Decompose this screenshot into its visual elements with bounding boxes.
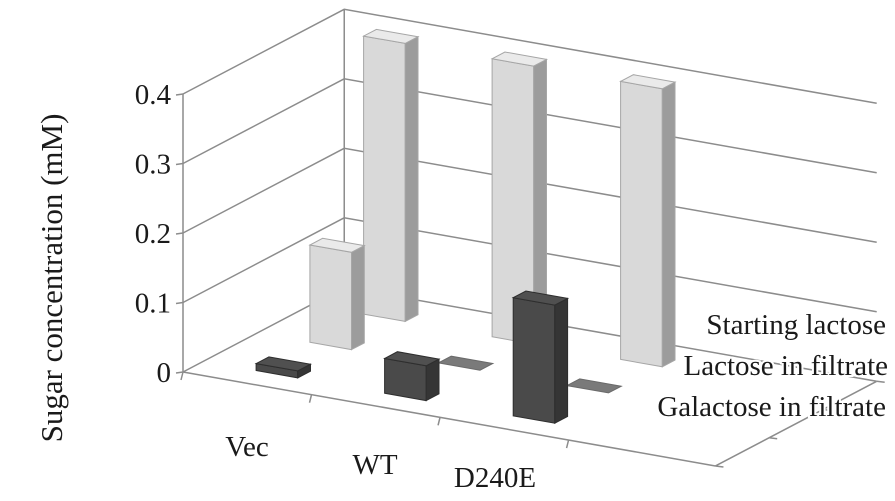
- y-tick-mark: [175, 162, 184, 166]
- bar-side-face: [661, 81, 676, 368]
- y-tick-mark: [175, 301, 184, 305]
- bar-top-face: [436, 355, 495, 371]
- bar-lactose-in-filtrate-vec: [308, 237, 366, 351]
- category-label-d240e: D240E: [454, 462, 536, 494]
- y-tick-mark: [175, 232, 184, 235]
- depth-tick-mark: [769, 436, 778, 440]
- bar-top-face: [490, 51, 549, 67]
- bar-lactose-in-filtrate-d240e: [565, 378, 623, 394]
- x-axis-line: [182, 371, 716, 467]
- bar-front-face: [363, 35, 406, 322]
- bar-top-face: [383, 351, 441, 367]
- depth-tick-mark: [822, 408, 832, 412]
- y-tick-label: 0.2: [135, 218, 171, 250]
- y-tick-mark: [175, 93, 184, 96]
- x-tick-mark: [308, 394, 313, 403]
- y-axis-title: Sugar concentration (mM): [34, 114, 69, 443]
- bar-top-face: [619, 74, 677, 90]
- bar-front-face: [309, 244, 352, 351]
- bar-galactose-in-filtrate-wt: [383, 351, 441, 402]
- y-tick-label: 0: [157, 357, 172, 389]
- gridline: [182, 8, 877, 105]
- grid-layer: [175, 8, 885, 468]
- bar-side-face: [554, 297, 569, 425]
- bars-layer: [254, 28, 677, 425]
- bar-starting-lactose-wt: [490, 51, 549, 345]
- bar-top-face: [565, 378, 623, 394]
- bar-top-face: [254, 356, 313, 372]
- category-label-vec: Vec: [225, 431, 268, 463]
- x-tick-mark: [180, 371, 184, 381]
- depth-tick-mark: [715, 465, 724, 468]
- series-label-lactose-in-filtrate: Lactose in filtrate: [683, 350, 888, 382]
- series-label-starting-lactose: Starting lactose: [706, 309, 886, 341]
- y-tick-mark: [175, 371, 184, 374]
- x-tick-mark: [565, 439, 570, 449]
- y-tick-label: 0.1: [135, 288, 171, 320]
- labels-layer: Sugar concentration (mM) 0 0.1 0.2 0.3 0.4 Ve…: [34, 79, 890, 494]
- bar-galactose-in-filtrate-d240e: [511, 290, 570, 425]
- category-label-wt: WT: [352, 449, 397, 481]
- depth-tick-mark: [876, 380, 885, 384]
- x-tick-mark: [437, 417, 441, 426]
- depth-axis-line: [715, 380, 878, 467]
- bar-starting-lactose-vec: [362, 28, 420, 323]
- bar-top-face: [308, 237, 366, 253]
- bar-lactose-in-filtrate-wt: [436, 355, 495, 371]
- bar-front-face: [620, 80, 663, 368]
- y-tick-label: 0.3: [135, 149, 171, 181]
- bar-top-face: [511, 290, 570, 306]
- series-label-galactose-in-filtrate: Galactose in filtrate: [657, 391, 886, 423]
- bar-side-face: [351, 244, 365, 351]
- bar-galactose-in-filtrate-vec: [254, 356, 313, 379]
- bar-side-face: [404, 35, 419, 323]
- bar-starting-lactose-d240e: [619, 74, 677, 368]
- bar-front-face: [512, 297, 556, 424]
- bar-top-face: [362, 28, 420, 44]
- y-tick-label: 0.4: [135, 79, 172, 111]
